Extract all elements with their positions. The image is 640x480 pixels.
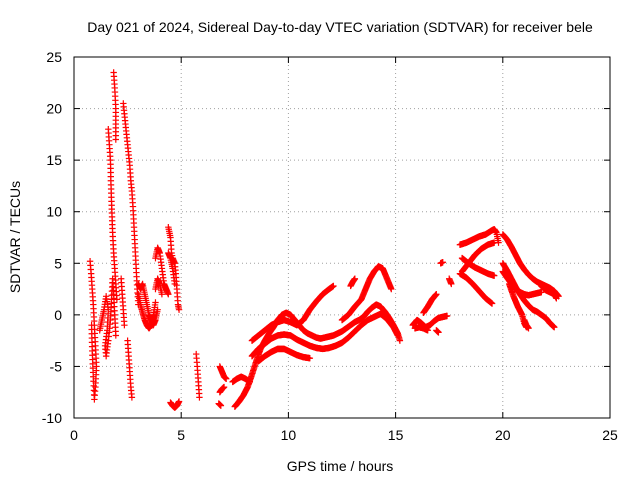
data-point (439, 259, 446, 266)
data-point (113, 296, 121, 303)
data-point (306, 354, 314, 362)
data-point (551, 324, 558, 331)
data-point (396, 337, 404, 344)
data-point (491, 272, 498, 279)
data-point (330, 282, 337, 290)
axis-ticks: 0 5 10 15 20 25 -10 -5 0 5 10 15 20 25 (42, 49, 618, 443)
data-point (488, 300, 496, 307)
data-point (424, 327, 431, 334)
grid (74, 57, 610, 418)
data-point (443, 312, 451, 320)
data-point (217, 402, 225, 409)
data-point (448, 280, 455, 288)
y-tick-label: -10 (42, 410, 62, 426)
data-point (175, 398, 183, 405)
x-axis-label: GPS time / hours (287, 458, 394, 474)
plot-frame (73, 56, 611, 419)
x-tick-label: 10 (281, 427, 297, 443)
data-point (525, 325, 532, 332)
data-point (128, 394, 136, 401)
x-tick-label: 0 (70, 427, 78, 443)
x-tick-label: 5 (177, 427, 185, 443)
y-tick-label: 5 (54, 255, 62, 271)
data-point (220, 383, 228, 391)
data-point (433, 291, 440, 298)
data-point (171, 280, 178, 288)
data-point (223, 375, 230, 383)
data-point (553, 295, 560, 302)
data-point (394, 332, 401, 339)
y-tick-label: 20 (46, 101, 62, 117)
data-point (175, 306, 183, 313)
data-point (538, 288, 545, 296)
y-tick-label: 0 (54, 307, 62, 323)
data-point (165, 291, 172, 298)
x-tick-label: 20 (495, 427, 511, 443)
y-tick-label: 10 (46, 204, 62, 220)
x-tick-label: 15 (388, 427, 404, 443)
data-point (491, 239, 498, 246)
data-point (88, 321, 95, 329)
y-tick-label: -5 (50, 358, 63, 374)
data-point (158, 291, 166, 298)
data-point (121, 321, 128, 329)
data-point (388, 285, 395, 293)
data-point (351, 275, 359, 282)
y-tick-label: 25 (46, 49, 62, 65)
data-point (196, 394, 203, 401)
x-tick-label: 25 (602, 427, 618, 443)
chart-title: Day 021 of 2024, Sidereal Day-to-day VTE… (87, 19, 593, 35)
data-point (152, 299, 159, 306)
data-point (112, 332, 120, 339)
data-point (435, 329, 442, 336)
y-axis-label: SDTVAR / TECUs (7, 181, 23, 293)
y-tick-label: 15 (46, 152, 62, 168)
data-point (112, 136, 120, 143)
data-markers (86, 69, 562, 411)
